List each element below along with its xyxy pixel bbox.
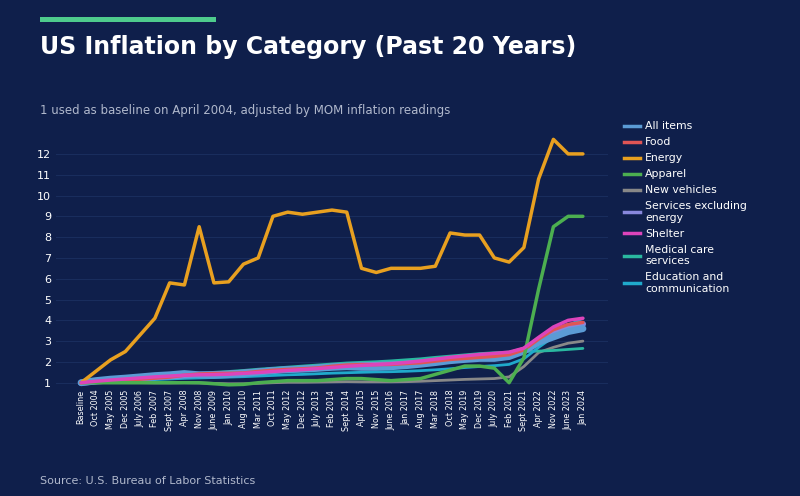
Text: Source: U.S. Bureau of Labor Statistics: Source: U.S. Bureau of Labor Statistics (40, 476, 255, 486)
Legend: All items, Food, Energy, Apparel, New vehicles, Services excluding
energy, Shelt: All items, Food, Energy, Apparel, New ve… (625, 122, 747, 294)
Text: 1 used as baseline on April 2004, adjusted by MOM inflation readings: 1 used as baseline on April 2004, adjust… (40, 104, 450, 117)
Text: US Inflation by Category (Past 20 Years): US Inflation by Category (Past 20 Years) (40, 35, 576, 59)
